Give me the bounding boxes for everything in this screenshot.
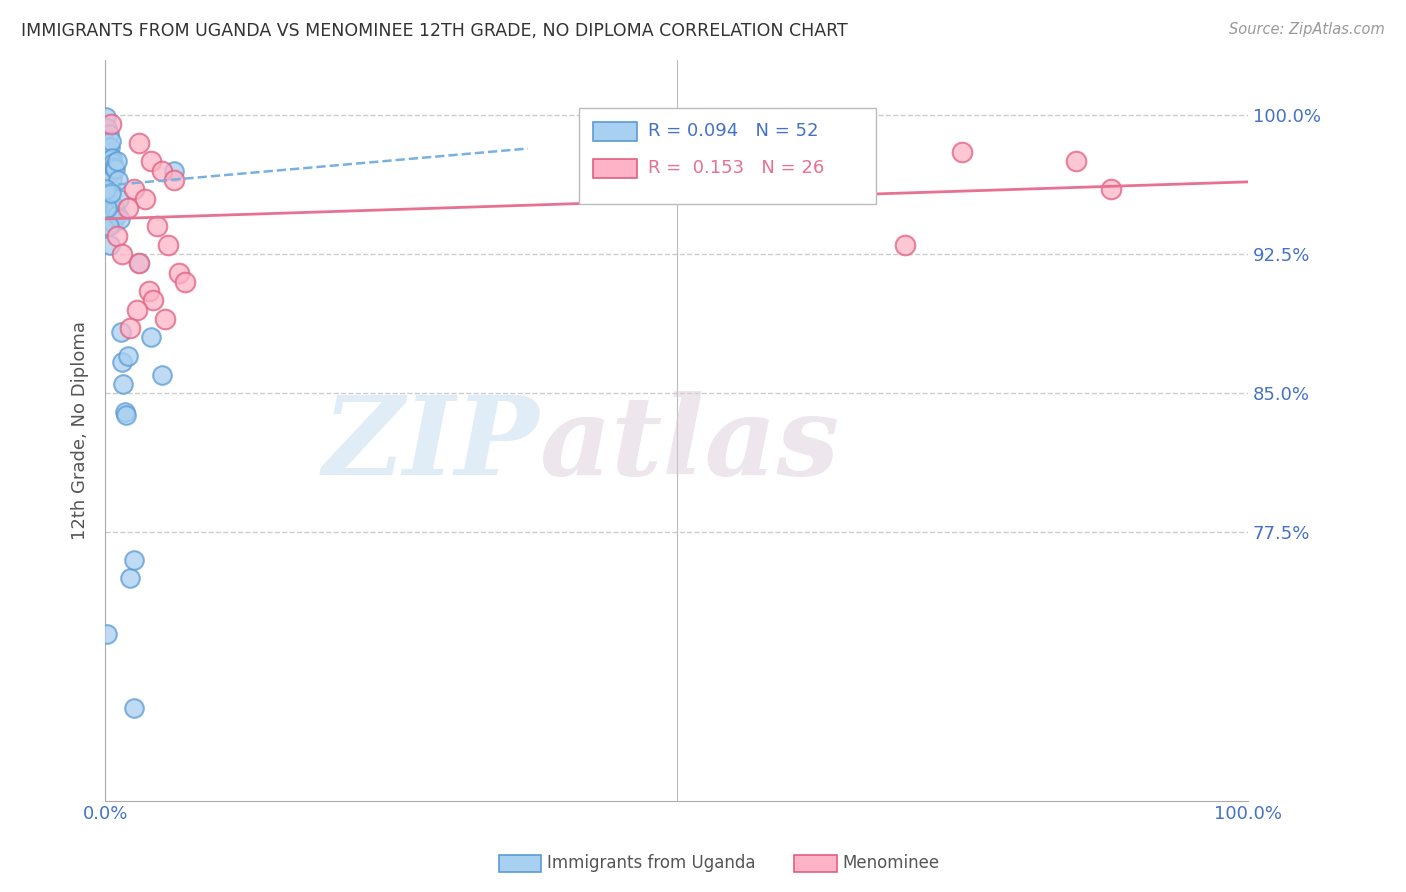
Point — [96, 110, 118, 124]
Point — [96, 149, 118, 163]
Point — [100, 118, 122, 132]
Point — [114, 404, 136, 418]
Point — [98, 238, 121, 252]
Point — [150, 368, 173, 382]
Point — [127, 302, 149, 317]
Point — [169, 266, 191, 280]
Bar — [593, 122, 637, 141]
Point — [128, 136, 150, 150]
Point — [803, 163, 825, 178]
Point — [98, 180, 121, 194]
Point — [97, 127, 120, 141]
Point — [1099, 182, 1122, 196]
Point — [97, 168, 120, 182]
Point — [122, 553, 145, 567]
Point — [96, 201, 118, 215]
Point — [101, 151, 124, 165]
Text: IMMIGRANTS FROM UGANDA VS MENOMINEE 12TH GRADE, NO DIPLOMA CORRELATION CHART: IMMIGRANTS FROM UGANDA VS MENOMINEE 12TH… — [21, 22, 848, 40]
Point — [157, 238, 180, 252]
Point — [96, 163, 118, 178]
Point — [96, 187, 118, 202]
Point — [117, 201, 139, 215]
Point — [107, 173, 129, 187]
Point — [105, 228, 128, 243]
Point — [98, 153, 121, 167]
Text: R = 0.094   N = 52: R = 0.094 N = 52 — [648, 121, 818, 140]
Point — [98, 139, 121, 153]
Point — [163, 173, 186, 187]
Point — [96, 175, 118, 189]
Point — [110, 325, 132, 339]
Point — [103, 216, 125, 230]
Point — [894, 238, 917, 252]
Point — [103, 199, 125, 213]
Point — [120, 571, 142, 585]
Point — [100, 186, 122, 200]
Point — [153, 312, 176, 326]
Point — [97, 195, 120, 210]
Bar — [593, 159, 637, 178]
Point — [150, 163, 173, 178]
Point — [117, 349, 139, 363]
Point — [128, 256, 150, 270]
Point — [142, 293, 165, 308]
Point — [134, 192, 156, 206]
Text: atlas: atlas — [540, 392, 839, 499]
Point — [122, 701, 145, 715]
Y-axis label: 12th Grade, No Diploma: 12th Grade, No Diploma — [72, 320, 89, 540]
Point — [103, 160, 125, 174]
Point — [108, 211, 131, 226]
Point — [138, 284, 160, 298]
Text: Menominee: Menominee — [842, 855, 939, 872]
Point — [100, 204, 122, 219]
Text: ZIP: ZIP — [323, 392, 540, 499]
Point — [100, 166, 122, 180]
Point — [97, 147, 120, 161]
Point — [96, 136, 118, 150]
Point — [174, 275, 197, 289]
Point — [101, 210, 124, 224]
Point — [111, 354, 134, 368]
FancyBboxPatch shape — [579, 108, 876, 204]
Point — [104, 202, 127, 217]
Point — [139, 330, 162, 344]
Text: Immigrants from Uganda: Immigrants from Uganda — [547, 855, 755, 872]
Point — [950, 145, 973, 160]
Point — [111, 247, 134, 261]
Text: R =  0.153   N = 26: R = 0.153 N = 26 — [648, 159, 824, 177]
Point — [114, 409, 136, 423]
Point — [139, 154, 162, 169]
Point — [105, 208, 128, 222]
Point — [1066, 154, 1088, 169]
Point — [837, 173, 859, 187]
Point — [101, 171, 124, 186]
Point — [105, 154, 128, 169]
Point — [96, 627, 118, 641]
Point — [163, 163, 186, 178]
Point — [112, 376, 135, 391]
Point — [104, 161, 127, 176]
Point — [96, 158, 118, 172]
Point — [97, 219, 120, 234]
Point — [128, 256, 150, 270]
Point — [145, 219, 167, 234]
Point — [122, 182, 145, 196]
Point — [96, 121, 118, 136]
Point — [96, 144, 118, 158]
Point — [120, 321, 142, 335]
Point — [96, 182, 118, 196]
Point — [108, 192, 131, 206]
Point — [100, 134, 122, 148]
Text: Source: ZipAtlas.com: Source: ZipAtlas.com — [1229, 22, 1385, 37]
Point — [103, 156, 125, 170]
